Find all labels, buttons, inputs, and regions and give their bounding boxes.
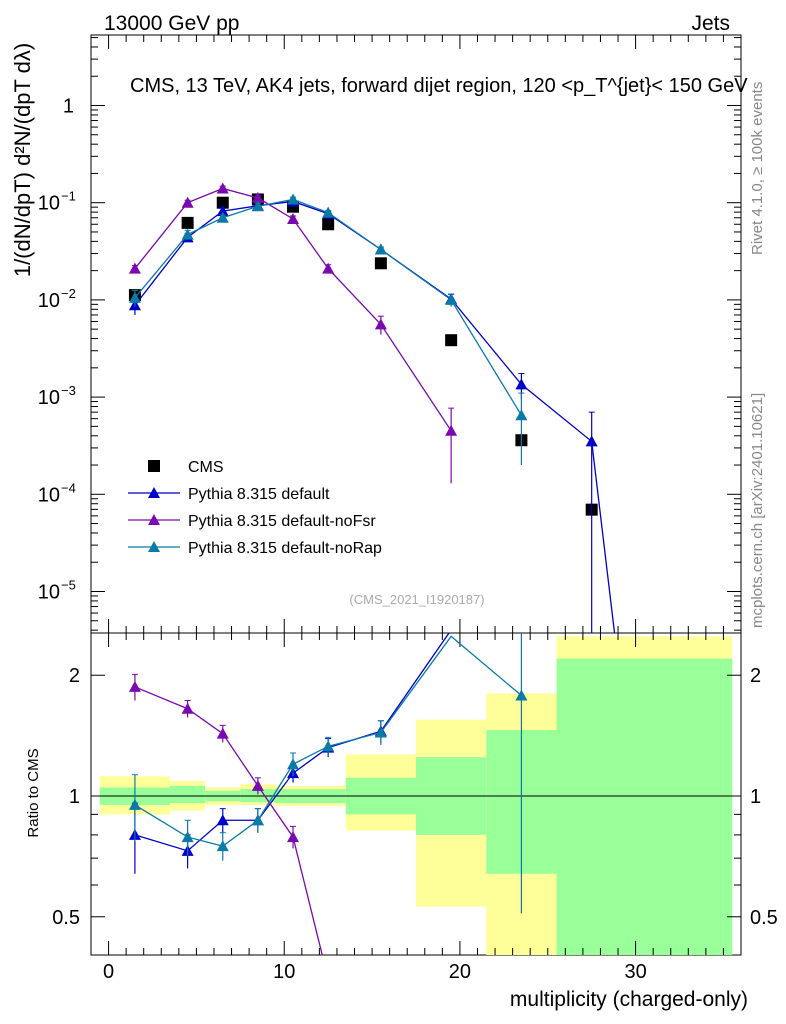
main-ytick-exp-2: −3 [61, 383, 76, 398]
ratio-line-1 [134, 686, 323, 955]
main-marker-3-2 [216, 211, 229, 223]
legend-label-3: Pythia 8.315 default-noRap [188, 540, 382, 557]
legend-marker-2 [148, 514, 160, 525]
main-ytick-label-2: 10 [38, 387, 60, 409]
xtick-label-3: 30 [624, 961, 646, 983]
main-ytick-exp-3: −2 [61, 286, 76, 301]
cms-point-6 [374, 257, 387, 270]
ratio-ytick-label-left-1: 1 [69, 786, 80, 808]
main-series-2 [128, 182, 458, 484]
main-marker-1-8 [515, 378, 528, 390]
ratio-ytick-label-left-2: 2 [69, 665, 80, 687]
cms-point-5 [322, 218, 335, 231]
header-right: Jets [691, 12, 730, 35]
mcplots-label: mcplots.cern.ch [arXiv:2401.10621] [749, 393, 766, 628]
ratio-marker-1-2 [216, 727, 229, 739]
ratio-marker-0-2 [216, 814, 229, 826]
ratio-marker-2-2 [216, 840, 229, 852]
ratio-ytick-label-right-0: 0.5 [750, 907, 778, 929]
main-marker-3-1 [181, 228, 194, 240]
main-ytick-label-3: 10 [38, 290, 60, 312]
main-ytick-label-5: 1 [63, 96, 74, 118]
legend-marker-0 [148, 460, 160, 472]
ratio-y-label-text: Ratio to CMS [25, 748, 42, 837]
band-inner-8 [556, 658, 733, 955]
rivet-label-text: Rivet 4.1.0, ≥ 100k events [749, 82, 766, 255]
main-line-2 [134, 187, 452, 432]
main-y-axis-label: 1/(dN/dpT) d²N/(dpT dλ) [10, 43, 35, 277]
x-axis-label: multiplicity (charged-only) [510, 988, 748, 1011]
ratio-marker-1-4 [287, 831, 300, 843]
ratio-marker-1-1 [181, 702, 194, 714]
main-marker-1-9 [585, 435, 598, 447]
xtick-label-1: 10 [273, 961, 295, 983]
main-marker-3-5 [322, 206, 335, 218]
ratio-marker-2-3 [251, 814, 264, 826]
plot-title: CMS, 13 TeV, AK4 jets, forward dijet reg… [130, 75, 748, 97]
main-series-3 [128, 193, 528, 466]
ratio-line-0 [134, 633, 450, 852]
ratio-marker-2-0 [128, 798, 141, 810]
ratio-series-1 [128, 673, 323, 955]
main-marker-2-4 [287, 212, 300, 224]
legend-label-2: Pythia 8.315 default-noFsr [188, 513, 376, 530]
main-ytick-label-0: 10 [38, 582, 60, 604]
xtick-label-0: 0 [103, 961, 114, 983]
cms-point-2 [216, 196, 229, 209]
main-ytick-exp-0: −5 [61, 578, 76, 593]
main-marker-2-2 [216, 182, 229, 194]
main-series-group [128, 182, 616, 633]
legend-label-0: CMS [188, 459, 224, 476]
band-inner-1 [170, 785, 206, 804]
ratio-panel-frame [90, 632, 742, 956]
ratio-marker-2-8 [515, 689, 528, 701]
rivet-label: Rivet 4.1.0, ≥ 100k events [749, 82, 766, 255]
ratio-axis-ticks: 0.5 0.51 12 20 10 20 30 [52, 633, 778, 983]
ratio-ytick-label-right-1: 1 [750, 786, 761, 808]
main-marker-1-2 [216, 205, 229, 217]
ratio-marker-1-3 [251, 779, 264, 791]
main-axis-ticks: 10 −510 −410 −310 −210 −11 [38, 35, 741, 633]
ratio-ytick-label-left-0: 0.5 [52, 907, 80, 929]
main-marker-2-5 [322, 262, 335, 274]
ratio-series-group [128, 633, 528, 955]
ratio-marker-1-0 [128, 680, 141, 692]
main-marker-2-3 [251, 191, 264, 203]
legend-marker-1 [148, 487, 160, 498]
main-ytick-exp-1: −4 [61, 480, 76, 495]
main-marker-3-4 [287, 193, 300, 205]
cms-point-1 [181, 216, 194, 229]
main-marker-2-6 [374, 318, 387, 330]
main-ytick-label-4: 10 [38, 193, 60, 215]
main-y-label-text: 1/(dN/dpT) d²N/(dpT dλ) [10, 43, 35, 277]
main-marker-2-1 [181, 196, 194, 208]
ratio-y-axis-label: Ratio to CMS [25, 748, 42, 837]
ratio-marker-2-5 [322, 740, 335, 752]
main-marker-3-6 [374, 243, 387, 255]
legend: CMS Pythia 8.315 default Pythia 8.315 defa… [128, 459, 382, 557]
header-left: 13000 GeV pp [104, 12, 239, 35]
main-ytick-exp-4: −1 [61, 189, 76, 204]
analysis-watermark: (CMS_2021_I1920187) [349, 592, 484, 607]
xtick-label-2: 20 [449, 961, 471, 983]
ratio-ytick-label-right-2: 2 [750, 665, 761, 687]
ratio-marker-2-6 [374, 726, 387, 738]
ratio-series-2 [128, 633, 528, 914]
cms-point-7 [445, 334, 458, 347]
main-marker-3-7 [445, 293, 458, 305]
legend-marker-3 [148, 541, 160, 552]
main-marker-2-7 [445, 424, 458, 436]
main-marker-3-8 [515, 409, 528, 421]
mcplots-label-text: mcplots.cern.ch [arXiv:2401.10621] [749, 393, 766, 628]
main-ytick-label-1: 10 [38, 484, 60, 506]
main-marker-3-0 [128, 291, 141, 303]
ratio-marker-2-4 [287, 758, 300, 770]
main-marker-3-3 [251, 200, 264, 212]
main-line-3 [134, 198, 522, 416]
legend-label-1: Pythia 8.315 default [188, 486, 330, 503]
ratio-marker-2-1 [181, 831, 194, 843]
main-marker-2-0 [128, 262, 141, 274]
